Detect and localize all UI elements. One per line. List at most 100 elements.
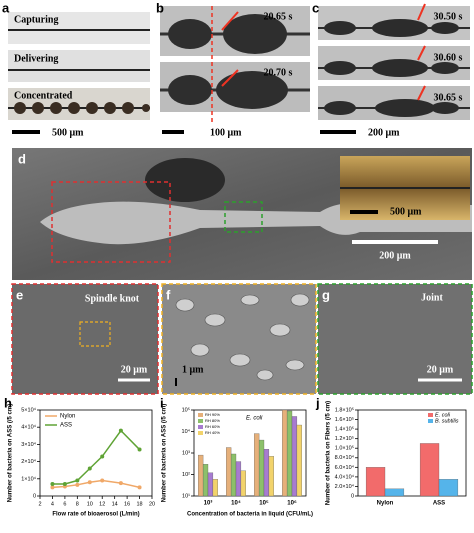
x-tick-label: Nylon <box>377 501 394 507</box>
y-axis-label: Number of bacteria on Fibers (/5 cm) <box>326 401 332 505</box>
y-tick-label: 10² <box>182 472 190 478</box>
time-label: 30.50 s <box>434 11 463 22</box>
panel-c-images <box>318 3 470 134</box>
y-tick-label: 1.0×10⁵ <box>335 445 354 452</box>
bar <box>384 488 405 497</box>
scale-label: 200 μm <box>368 127 400 138</box>
time-label: 20.70 s <box>264 67 293 78</box>
label: Concentrated <box>14 90 73 101</box>
x-tick-label: 10⁵ <box>259 501 269 507</box>
bar <box>254 433 260 497</box>
x-tick-label: ASS <box>433 501 445 507</box>
panel-letter: j <box>315 395 320 410</box>
scale-label: 1 μm <box>182 364 204 375</box>
bar <box>198 454 204 497</box>
panel-letter: c <box>312 0 319 15</box>
x-tick-label: 16 <box>124 501 130 507</box>
annotation: E. coli <box>246 416 263 422</box>
x-axis-label: Concentration of bacteria in liquid (CFU… <box>187 512 313 518</box>
y-tick-label: 10¹ <box>182 493 190 499</box>
x-tick-label: 14 <box>112 501 118 507</box>
point <box>137 447 142 452</box>
panel-letter: b <box>156 0 164 15</box>
label: Delivering <box>14 53 58 64</box>
panel-letter: e <box>16 287 23 302</box>
label: Capturing <box>14 14 58 25</box>
point <box>75 482 80 487</box>
y-axis-label: Number of bacteria on ASS (/5 cm) <box>162 404 168 502</box>
y-tick-label: 10⁵ <box>182 406 190 413</box>
point <box>87 480 92 485</box>
legend-swatch <box>428 413 433 417</box>
scale-label: 20 μm <box>121 364 148 375</box>
x-tick-label: 10 <box>87 501 93 507</box>
point <box>100 478 105 483</box>
legend-swatch <box>198 413 203 417</box>
y-tick-label: 5×10⁴ <box>21 406 36 413</box>
panel-d-image <box>12 148 472 280</box>
panel-letter: f <box>166 287 171 302</box>
x-tick-label: 2 <box>38 501 41 507</box>
bar <box>291 416 298 497</box>
x-tick-label: 8 <box>76 501 79 507</box>
y-tick-label: 0 <box>33 493 36 499</box>
bar <box>240 470 246 497</box>
bar <box>419 443 440 497</box>
label: Spindle knot <box>85 293 140 304</box>
point <box>118 428 123 433</box>
y-tick-label: 1.2×10⁵ <box>335 435 354 442</box>
time-label: 30.60 s <box>434 52 463 63</box>
x-tick-label: 10⁴ <box>231 501 241 507</box>
legend-label: Nylon <box>60 414 75 420</box>
y-tick-label: 0 <box>351 493 354 499</box>
scale-label: 500 μm <box>390 206 422 217</box>
x-tick-label: 10³ <box>204 500 213 507</box>
bar <box>438 479 459 497</box>
y-axis-label: Number of bacteria on ASS (/5 cm) <box>8 404 14 502</box>
bar <box>226 447 232 497</box>
panel-letter: g <box>322 287 330 302</box>
y-tick-label: 8.0×10⁴ <box>335 454 355 461</box>
bar <box>207 472 214 497</box>
y-tick-label: 1.8×10⁵ <box>335 406 354 413</box>
point <box>118 481 123 486</box>
bar <box>268 456 274 497</box>
panel-letter: h <box>4 395 12 410</box>
y-tick-label: 1.6×10⁵ <box>335 416 354 423</box>
legend-label: E. coli <box>435 412 451 418</box>
point <box>50 485 55 490</box>
y-tick-label: 1.4×10⁵ <box>335 426 354 433</box>
point <box>137 485 142 490</box>
y-tick-label: 4×10⁴ <box>21 424 36 431</box>
x-tick-label: 6 <box>63 501 66 507</box>
scale-label: 200 μm <box>379 250 411 261</box>
bar <box>258 439 265 497</box>
panel-b-images <box>160 6 310 134</box>
x-tick-label: 18 <box>136 501 142 507</box>
point <box>100 454 105 459</box>
y-tick-label: 2×10⁴ <box>21 458 36 465</box>
legend-label: ASS <box>60 423 72 429</box>
bar <box>365 467 386 497</box>
legend-swatch <box>198 425 203 429</box>
bar <box>263 449 270 497</box>
x-tick-label: 12 <box>99 501 105 507</box>
legend-swatch <box>198 419 203 423</box>
line <box>52 429 141 485</box>
x-tick-label: 4 <box>51 501 54 507</box>
time-label: 30.65 s <box>434 92 463 103</box>
bar <box>296 424 302 497</box>
scale-label: 20 μm <box>427 364 454 375</box>
point <box>87 466 92 471</box>
plot-frame <box>39 409 153 497</box>
y-tick-label: 1×10⁴ <box>21 475 36 482</box>
panel-a-images <box>8 12 150 134</box>
point <box>62 481 67 486</box>
bar <box>202 464 209 497</box>
panel-letter: d <box>18 151 26 166</box>
legend-swatch <box>198 431 203 435</box>
legend-label: RH 40% <box>205 430 220 435</box>
y-tick-label: 10³ <box>182 450 190 456</box>
bar <box>235 461 242 497</box>
